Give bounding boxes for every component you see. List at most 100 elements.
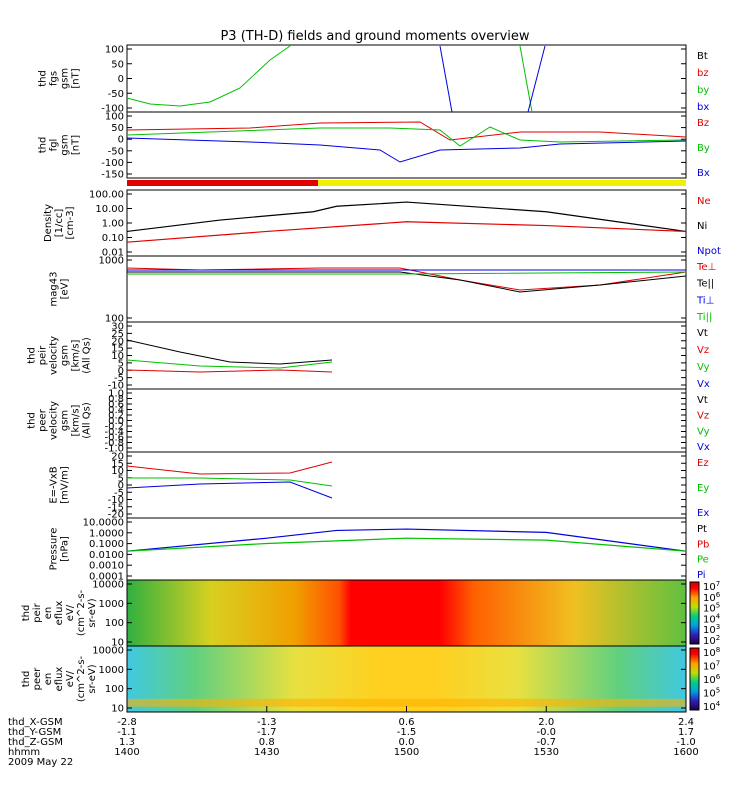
xaxis-value: -0.0 — [536, 727, 556, 738]
panel-frame — [126, 517, 687, 581]
ytick-label: 10.0000 — [83, 518, 124, 529]
ylabel: (cm^2-s- — [76, 655, 87, 702]
xaxis-value: 1430 — [254, 747, 279, 758]
ytick-label: 0.0 — [108, 416, 124, 427]
ylabel: en — [43, 607, 54, 620]
ytick-label: 100 — [105, 684, 124, 695]
ytick-label: -0.6 — [104, 433, 124, 444]
legend-Ne: Ne — [697, 196, 711, 207]
ytick-label: 10.00 — [95, 204, 124, 215]
trace-peir-vz — [126, 369, 333, 373]
ytick-label: 10 — [111, 466, 124, 477]
trace-temp-tipar — [127, 271, 687, 275]
ylabel: thd — [27, 347, 38, 364]
trace-peir-vt — [126, 339, 333, 365]
ylabel: peir — [38, 345, 49, 365]
xaxis-value: 0.6 — [399, 717, 415, 728]
ytick-label: 10 — [111, 704, 124, 715]
ylabel: [nT] — [71, 135, 82, 155]
ylabel: gsm — [60, 68, 71, 89]
ylabel: Density — [43, 204, 54, 242]
ylabel: Pressure — [49, 528, 60, 571]
ytick-label: -5 — [114, 373, 124, 384]
legend-bx: bx — [697, 102, 709, 113]
ytick-label: -50 — [108, 146, 124, 157]
colorbar-tick: 106 — [703, 673, 721, 686]
ytick-label: 5 — [118, 473, 124, 484]
legend-Ex: Ex — [697, 508, 709, 519]
panel-peir — [126, 321, 687, 390]
trace-fgl-bz — [126, 121, 687, 141]
ytick-label: 1.00 — [102, 219, 124, 230]
legend-Ti||: Ti|| — [696, 312, 712, 323]
spectrogram-peir — [127, 580, 686, 646]
trace-fgs-bx2 — [527, 45, 546, 113]
legend-Vx: Vx — [697, 379, 710, 390]
ytick-label: 10000 — [92, 646, 124, 657]
xaxis-value: -1.5 — [397, 727, 417, 738]
legend-by: by — [697, 85, 709, 96]
ylabel: thd — [27, 412, 38, 429]
ylabel: peir — [32, 602, 43, 622]
trace-fgs-bx — [439, 45, 453, 113]
ytick-label: 30 — [111, 322, 124, 333]
legend-Ni: Ni — [697, 221, 707, 232]
ylabel: [nPa] — [60, 536, 71, 562]
ylabel: (All Qs) — [82, 402, 93, 439]
panel-peir_en — [126, 579, 687, 647]
colorbar — [689, 581, 700, 645]
colorbar — [689, 647, 700, 711]
ylabel: thd — [38, 70, 49, 87]
legend-Bz: Bz — [697, 118, 709, 129]
ytick-label: -0.2 — [104, 422, 124, 433]
series-pressure-Pi — [126, 528, 687, 552]
panel-frame — [126, 255, 687, 323]
series-pressure-Pe — [126, 537, 687, 552]
legend-Vx: Vx — [697, 442, 710, 453]
ylabel: peer — [38, 408, 49, 432]
legend-Vz: Vz — [697, 411, 709, 422]
ytick-label: 10 — [111, 638, 124, 649]
ylabel: [nT] — [71, 68, 82, 88]
xaxis-row-label: thd_Y-GSM — [8, 727, 61, 738]
ylabel: gsm — [60, 345, 71, 366]
legend-Pb: Pb — [697, 539, 709, 550]
trace-temp-te — [126, 267, 687, 291]
ytick-label: 0.2 — [108, 411, 124, 422]
ytick-label: -10 — [108, 381, 124, 392]
colorbar-tick: 105 — [703, 687, 720, 700]
trace-fgl-bx — [126, 137, 687, 163]
date-label: 2009 May 22 — [8, 757, 74, 768]
ytick-label: -20 — [108, 510, 124, 521]
panel-pressure — [126, 517, 687, 581]
trace-fgs-by — [126, 45, 291, 107]
xaxis-value: 1530 — [534, 747, 559, 758]
ytick-label: 100.00 — [89, 190, 124, 201]
legend-Vy: Vy — [697, 362, 710, 373]
ylabel: [eV] — [60, 279, 71, 300]
ytick-label: 50 — [111, 59, 124, 70]
xaxis-row-label: thd_X-GSM — [8, 717, 63, 728]
series-density-Ne — [126, 221, 687, 243]
ylabel: mag43 — [49, 272, 60, 307]
legend-Te⊥: Te⊥ — [696, 262, 716, 273]
xaxis-value: -1.3 — [257, 717, 277, 728]
xaxis-value: 2.0 — [538, 717, 554, 728]
legend-Bt: Bt — [697, 51, 708, 62]
series-density-Ni — [126, 201, 687, 233]
trace-exb-ey — [127, 477, 333, 487]
panel-fgl — [126, 111, 687, 179]
xaxis-value: 1.3 — [119, 737, 135, 748]
ylabel: fgs — [49, 71, 60, 86]
ytick-label: 15 — [111, 459, 124, 470]
ylabel: velocity — [49, 336, 60, 375]
mode-bar-red — [127, 180, 318, 186]
ylabel: (All Qs) — [82, 337, 93, 374]
trace-exb-ez — [126, 461, 333, 475]
ytick-label: 0.0100 — [89, 550, 124, 561]
xaxis-value: -1.7 — [257, 727, 277, 738]
ytick-label: 100 — [105, 112, 124, 123]
ylabel: eV/ — [65, 670, 76, 687]
ytick-label: -0.8 — [104, 438, 124, 449]
ytick-label: 0.01 — [102, 248, 124, 259]
